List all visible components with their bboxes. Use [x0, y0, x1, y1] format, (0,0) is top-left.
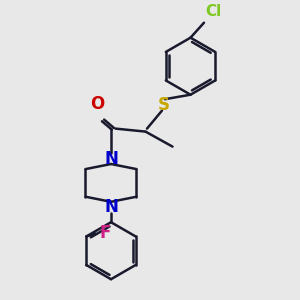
Text: N: N: [104, 198, 118, 216]
Text: O: O: [90, 95, 105, 113]
Text: N: N: [104, 150, 118, 168]
Text: S: S: [158, 96, 169, 114]
Text: Cl: Cl: [206, 4, 222, 19]
Text: F: F: [100, 224, 111, 242]
